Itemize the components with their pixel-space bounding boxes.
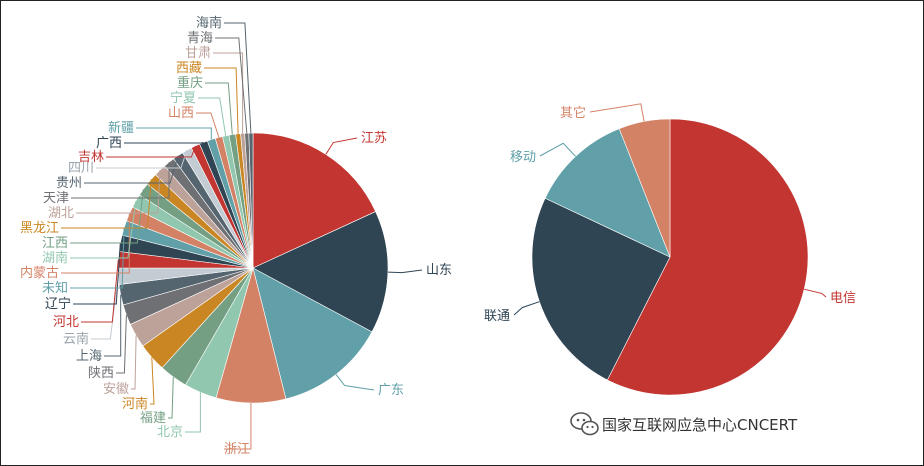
watermark-text: 国家互联网应急中心CNCERT (602, 416, 798, 434)
leader-line-27 (205, 82, 233, 135)
carrier-slice-2[interactable] (544, 128, 671, 258)
slice-label-23: 广西 (96, 136, 122, 151)
leader-line-22 (106, 145, 196, 158)
slice-label-15: 湖南 (42, 250, 68, 266)
slice-label-28: 西藏 (176, 61, 202, 76)
leader-line-23 (124, 141, 204, 144)
slice-label-19: 天津 (43, 191, 69, 206)
leader-line-7 (131, 335, 137, 390)
slice-label-17: 黑龙江 (20, 221, 59, 236)
leader-line-3 (224, 402, 252, 450)
slice-1[interactable] (252, 211, 389, 333)
watermark: 国家互联网应急中心CNCERT (570, 412, 798, 436)
slice-label-9: 上海 (76, 349, 102, 364)
slice-label-11: 河北 (53, 315, 79, 330)
slice-label-6: 河南 (122, 396, 148, 412)
leader-line-26 (198, 97, 227, 136)
leader-line-8 (116, 314, 127, 374)
carrier-slice-3[interactable] (618, 118, 671, 258)
leader-line-6 (150, 357, 155, 405)
leader-line-20 (84, 155, 179, 184)
leader-line-15 (70, 200, 137, 259)
slice-label-2: 广东 (378, 383, 404, 398)
leader-line-24 (136, 127, 212, 140)
leader-line-9 (104, 294, 122, 357)
leader-line-21 (96, 150, 188, 169)
leader-line-25 (196, 112, 220, 138)
leader-line-13 (70, 227, 125, 289)
slice-label-12: 辽宁 (45, 296, 71, 312)
leader-line-31 (224, 22, 252, 134)
slice-label-25: 山西 (168, 106, 194, 121)
leader-line-18 (76, 170, 161, 214)
carrier-label-1: 联通 (484, 309, 510, 324)
slice-label-18: 湖北 (48, 206, 74, 221)
slice-label-0: 江苏 (361, 130, 387, 146)
slice-label-1: 山东 (426, 263, 452, 278)
carrier-leader-0 (804, 288, 827, 298)
carrier-leader-2 (539, 142, 576, 157)
leader-line-11 (81, 259, 119, 323)
wechat-icon (570, 412, 599, 436)
carrier-slice-1[interactable] (531, 197, 671, 381)
slice-label-20: 贵州 (56, 176, 82, 191)
slice-label-4: 北京 (157, 425, 183, 440)
leader-line-0 (325, 137, 358, 155)
slice-label-30: 青海 (187, 31, 213, 46)
slice-label-8: 陕西 (88, 366, 114, 381)
leader-line-1 (387, 269, 423, 274)
slice-label-3: 浙江 (224, 442, 250, 457)
leader-line-28 (204, 67, 239, 134)
leader-line-4 (185, 392, 201, 433)
slice-label-24: 新疆 (108, 120, 134, 136)
carrier-label-0: 电信 (830, 291, 856, 306)
leader-line-12 (73, 243, 121, 305)
leader-line-2 (335, 374, 375, 391)
slice-0[interactable] (252, 132, 377, 269)
leader-line-30 (215, 37, 248, 134)
leader-line-5 (168, 376, 174, 419)
leader-line-19 (71, 162, 170, 199)
carrier-leader-3 (589, 103, 645, 122)
leader-line-16 (70, 189, 144, 244)
leader-line-17 (61, 179, 152, 229)
slice-label-26: 宁夏 (170, 90, 196, 106)
slice-label-10: 云南 (63, 331, 89, 347)
slice-label-16: 江西 (42, 236, 68, 251)
carrier-label-2: 移动 (510, 150, 536, 165)
slice-label-14: 内蒙古 (20, 265, 59, 281)
carrier-label-3: 其它 (560, 105, 586, 121)
leader-line-29 (213, 52, 244, 134)
slice-label-13: 未知 (42, 280, 68, 296)
slice-label-29: 甘肃 (185, 46, 211, 61)
carrier-slice-0[interactable] (606, 118, 809, 396)
slice-label-27: 重庆 (177, 75, 203, 91)
slice-label-22: 吉林 (78, 150, 104, 165)
leader-line-14 (61, 213, 130, 274)
carrier-leader-1 (513, 301, 540, 316)
slice-label-31: 海南 (196, 15, 222, 31)
slice-label-7: 安徽 (103, 382, 129, 397)
leader-line-10 (91, 276, 119, 340)
slice-label-5: 福建 (140, 411, 166, 426)
slice-31[interactable] (248, 132, 254, 269)
slice-label-21: 四川 (68, 161, 94, 176)
